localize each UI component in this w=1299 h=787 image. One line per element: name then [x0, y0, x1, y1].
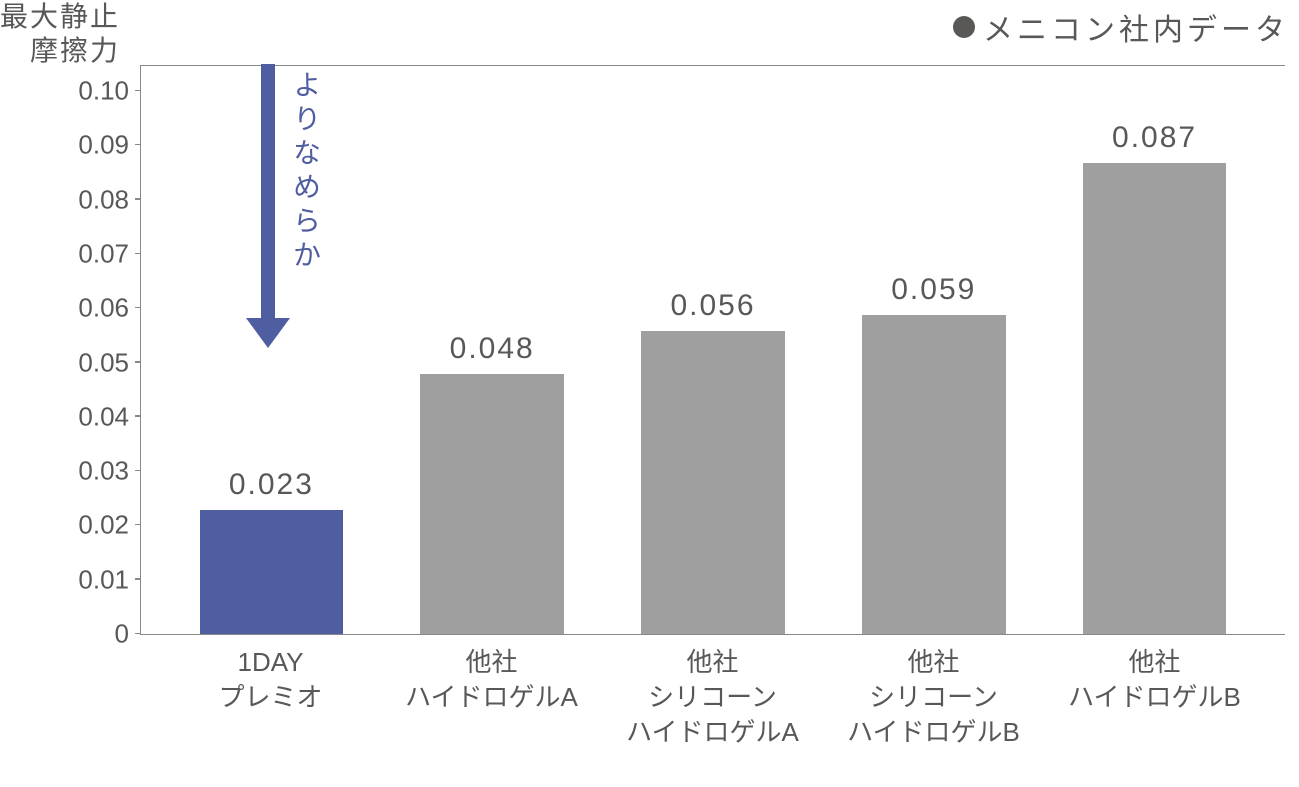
bar: 0.059 — [862, 315, 1006, 634]
ytick-mark — [135, 524, 141, 526]
ytick-label: 0 — [115, 619, 141, 650]
ytick-label: 0.01 — [78, 564, 141, 595]
ytick-mark — [135, 307, 141, 309]
arrow-label: よりなめらか — [285, 70, 325, 274]
bar: 0.023 — [200, 510, 344, 634]
ytick-mark — [135, 578, 141, 580]
x-labels: 1DAY プレミオ他社 ハイドロゲルA他社 シリコーン ハイドロゲルA他社 シリ… — [140, 645, 1285, 750]
ytick-label: 0.10 — [78, 76, 141, 107]
bar-value-label: 0.056 — [670, 289, 755, 331]
ytick-label: 0.02 — [78, 510, 141, 541]
bar-value-label: 0.048 — [450, 332, 535, 374]
y-axis-title: 最大静止摩擦力 — [0, 0, 120, 67]
x-category-label: 他社 ハイドロゲルB — [1044, 645, 1265, 750]
bar-slot: 0.056 — [603, 66, 824, 634]
ytick-mark — [135, 144, 141, 146]
ytick-label: 0.08 — [78, 184, 141, 215]
ytick-label: 0.04 — [78, 401, 141, 432]
x-category-label: 他社 ハイドロゲルA — [381, 645, 602, 750]
ytick-mark — [135, 470, 141, 472]
chart-container: { "chart": { "type": "bar", "y_axis_titl… — [0, 0, 1299, 787]
legend: メニコン社内データ — [953, 5, 1289, 49]
arrow-head-icon — [246, 318, 290, 348]
ytick-label: 0.09 — [78, 130, 141, 161]
ytick-mark — [135, 90, 141, 92]
bar: 0.087 — [1083, 163, 1227, 634]
ytick-label: 0.03 — [78, 456, 141, 487]
ytick-mark — [135, 415, 141, 417]
x-category-label: 1DAY プレミオ — [160, 645, 381, 750]
bar-value-label: 0.023 — [229, 468, 314, 510]
legend-marker — [953, 16, 975, 38]
ytick-mark — [135, 633, 141, 635]
ytick-mark — [135, 253, 141, 255]
smoother-arrow — [255, 64, 281, 344]
bar-value-label: 0.059 — [891, 273, 976, 315]
ytick-mark — [135, 198, 141, 200]
arrow-shaft — [261, 64, 275, 319]
bar-slot: 0.059 — [823, 66, 1044, 634]
ytick-label: 0.07 — [78, 239, 141, 270]
bar-slot: 0.048 — [382, 66, 603, 634]
ytick-label: 0.06 — [78, 293, 141, 324]
bar: 0.056 — [641, 331, 785, 634]
bar: 0.048 — [420, 374, 564, 634]
bar-value-label: 0.087 — [1112, 121, 1197, 163]
x-category-label: 他社 シリコーン ハイドロゲルB — [823, 645, 1044, 750]
legend-label: メニコン社内データ — [983, 5, 1289, 49]
bar-slot: 0.087 — [1044, 66, 1265, 634]
ytick-mark — [135, 361, 141, 363]
ytick-label: 0.05 — [78, 347, 141, 378]
x-category-label: 他社 シリコーン ハイドロゲルA — [602, 645, 823, 750]
